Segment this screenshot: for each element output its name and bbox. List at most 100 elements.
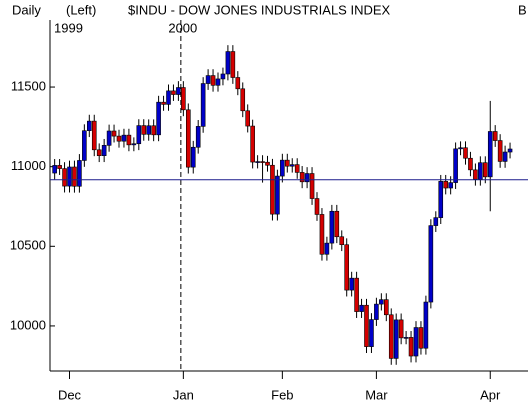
axis-side-label: (Left) xyxy=(66,2,96,17)
candle-body xyxy=(151,125,156,136)
candle-body xyxy=(82,130,87,161)
candle-body xyxy=(329,210,335,244)
candle-body xyxy=(473,169,478,180)
candle-body xyxy=(294,164,300,173)
candle-body xyxy=(418,327,424,349)
candle-body xyxy=(398,319,404,339)
candle-body xyxy=(403,337,409,339)
candle-body xyxy=(463,147,468,159)
candle-body xyxy=(344,244,350,291)
candle-body xyxy=(255,161,260,163)
candle-body xyxy=(126,134,132,146)
candle-body xyxy=(275,175,280,215)
candle-body xyxy=(101,145,107,156)
candle-body xyxy=(87,120,92,131)
candle-body xyxy=(176,87,181,95)
candle-body xyxy=(72,166,77,187)
candle-body xyxy=(62,168,67,187)
candle-body xyxy=(57,165,62,169)
candle-body xyxy=(383,299,389,316)
candle-body xyxy=(448,182,453,189)
candle-body xyxy=(433,217,439,226)
candle-body xyxy=(235,77,241,90)
candle-body xyxy=(393,319,399,359)
candle-body xyxy=(502,151,508,162)
candle-body xyxy=(364,304,369,347)
candle-body xyxy=(270,164,275,215)
candle-body xyxy=(200,83,206,127)
candle-body xyxy=(230,51,236,78)
candle-body xyxy=(438,181,444,218)
y-tick-label: 10500 xyxy=(10,238,46,253)
candle-body xyxy=(507,148,513,153)
candle-body xyxy=(77,160,82,187)
candle-body xyxy=(240,88,246,112)
candle-body xyxy=(106,130,112,146)
y-tick-label: 11500 xyxy=(11,78,46,93)
candle-body xyxy=(131,143,137,146)
candle-body xyxy=(284,159,290,167)
candle-body xyxy=(428,225,434,303)
candle-body xyxy=(166,90,171,105)
candle-body xyxy=(111,130,117,137)
candle-body xyxy=(121,134,127,142)
candle-body xyxy=(369,319,374,347)
x-tick-label: Jan xyxy=(173,387,194,402)
candle-body xyxy=(136,125,142,145)
candle-body xyxy=(146,125,151,135)
candle-body xyxy=(423,301,429,349)
y-tick-label: 11000 xyxy=(11,158,46,173)
candle-body xyxy=(280,159,285,177)
candle-body xyxy=(299,172,305,183)
right-marker: B xyxy=(518,2,527,17)
candle-body xyxy=(359,304,364,312)
year-label: 1999 xyxy=(54,20,83,35)
candle-body xyxy=(388,314,394,359)
candle-body xyxy=(443,181,449,189)
candle-body xyxy=(453,148,458,183)
candle-body xyxy=(497,140,503,162)
candle-body xyxy=(245,110,250,127)
x-tick-label: Apr xyxy=(480,387,501,402)
candle-body xyxy=(52,165,57,174)
candle-body xyxy=(116,135,122,142)
candle-body xyxy=(492,131,498,141)
candle-body xyxy=(349,277,354,291)
candle-body xyxy=(339,236,345,246)
candle-body xyxy=(324,242,330,255)
candle-body xyxy=(181,87,186,111)
x-tick-label: Dec xyxy=(58,387,82,402)
candle-body xyxy=(96,149,102,156)
candle-body xyxy=(215,78,221,86)
candle-body xyxy=(210,75,216,86)
chart-title: $INDU - DOW JONES INDUSTRIALS INDEX xyxy=(128,2,391,17)
candle-body xyxy=(319,214,325,255)
x-tick-label: Feb xyxy=(271,387,293,402)
candle-body xyxy=(458,147,463,150)
candle-body xyxy=(250,125,255,163)
x-tick-label: Mar xyxy=(365,387,388,402)
candle-body xyxy=(260,161,265,163)
candle-body xyxy=(161,101,166,105)
candle-body xyxy=(171,90,176,95)
candle-body xyxy=(487,131,493,178)
candle-body xyxy=(334,210,340,238)
y-tick-label: 10000 xyxy=(10,317,46,332)
candle-body xyxy=(314,198,320,215)
candle-body xyxy=(195,126,201,148)
candle-body xyxy=(482,162,488,178)
candle-body xyxy=(190,146,196,168)
candle-body xyxy=(379,299,384,305)
candle-body xyxy=(374,303,379,320)
candle-body xyxy=(205,75,211,84)
candle-body xyxy=(91,120,97,151)
candle-body xyxy=(354,277,359,312)
candle-body xyxy=(408,337,414,357)
candle-body xyxy=(141,125,147,135)
candle-body xyxy=(289,164,295,167)
year-label: 2000 xyxy=(168,20,197,35)
candle-body xyxy=(478,162,483,180)
candle-body xyxy=(304,173,310,183)
